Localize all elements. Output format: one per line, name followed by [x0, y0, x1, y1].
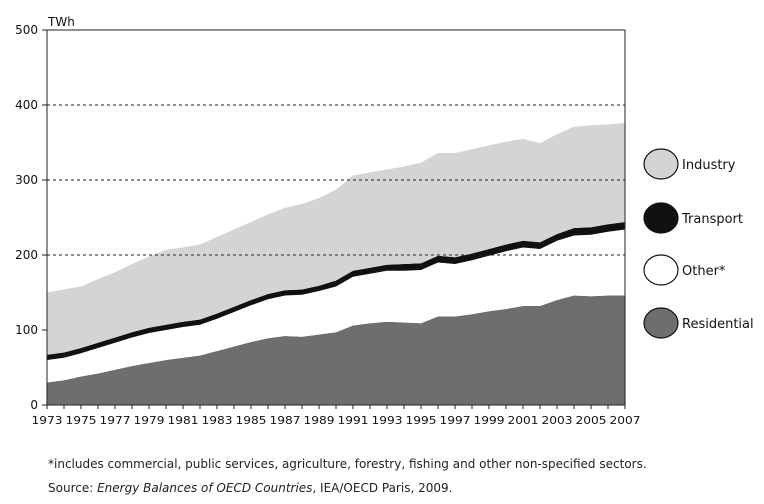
legend-swatch-residential: [643, 307, 679, 339]
x-tick-label: 1993: [372, 414, 403, 427]
x-tick-label: 2001: [508, 414, 539, 427]
area-transport: [47, 222, 625, 360]
stacked-area-chart: 0 100 200 300 400 500 TWh 1973 1975 1977 1979 1981 1…: [15, 15, 754, 427]
y-tick-label: 500: [15, 23, 38, 37]
y-tick-label: 0: [30, 398, 38, 412]
y-tick-label: 100: [15, 323, 38, 337]
x-tick-label: 1985: [236, 414, 267, 427]
source-title: Energy Balances of OECD Countries: [97, 481, 313, 495]
y-tick-label: 200: [15, 248, 38, 262]
x-tick-label: 2003: [542, 414, 573, 427]
y-unit-label: TWh: [47, 15, 75, 29]
x-tick-label: 2005: [576, 414, 607, 427]
area-residential: [47, 295, 625, 405]
legend-label-transport: Transport: [681, 212, 743, 227]
source-prefix: Source:: [48, 481, 98, 495]
x-tick-label: 2007: [610, 414, 641, 427]
x-tick-label: 1975: [66, 414, 97, 427]
x-tick-label: 1995: [406, 414, 437, 427]
x-tick-label: 1989: [304, 414, 335, 427]
x-tick-label: 1987: [270, 414, 301, 427]
legend-swatch-industry: [643, 148, 679, 180]
legend-swatch-transport: [643, 202, 679, 234]
legend-label-residential: Residential: [682, 317, 754, 332]
x-tick-label: 1973: [32, 414, 63, 427]
legend-label-industry: Industry: [682, 158, 736, 173]
x-tick-label: 1979: [134, 414, 165, 427]
footnote: *includes commercial, public services, a…: [48, 457, 647, 471]
y-tick-label: 400: [15, 98, 38, 112]
x-tick-label: 1977: [100, 414, 131, 427]
x-tick-label: 1999: [474, 414, 505, 427]
area-other: [47, 229, 625, 383]
x-tick-label: 1991: [338, 414, 369, 427]
source-suffix: , IEA/OECD Paris, 2009.: [312, 481, 453, 495]
legend-swatch-other: [643, 254, 679, 286]
area-industry: [47, 123, 625, 355]
legend-label-other: Other*: [682, 264, 726, 279]
source-note: Source: Energy Balances of OECD Countrie…: [48, 481, 452, 495]
x-tick-label: 1981: [168, 414, 199, 427]
x-tick-label: 1997: [440, 414, 471, 427]
y-tick-label: 300: [15, 173, 38, 187]
x-tick-label: 1983: [202, 414, 233, 427]
